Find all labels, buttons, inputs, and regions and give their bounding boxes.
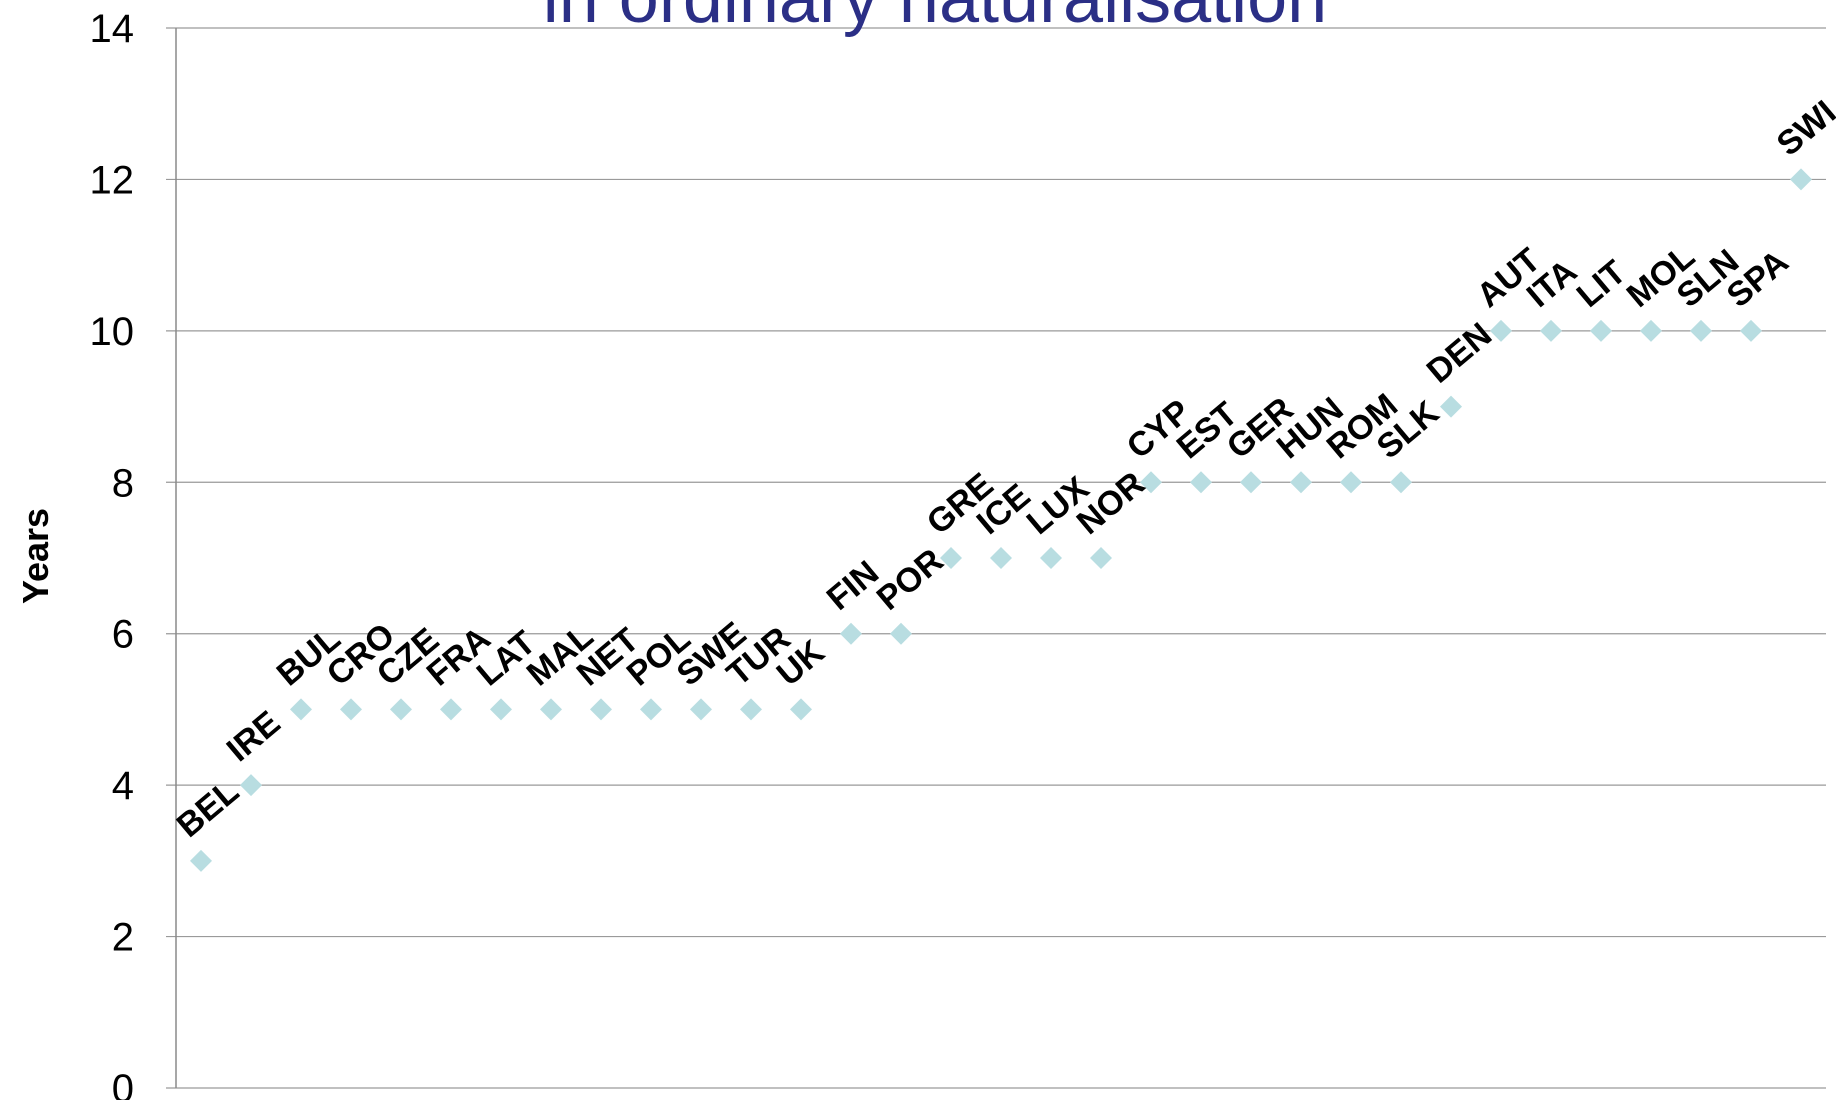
point-label-swi: SWI	[1770, 93, 1836, 163]
data-point-gre	[940, 547, 962, 569]
point-labels: BELIREBULCROCZEFRALATMALNETPOLSWETURUKFI…	[170, 93, 1836, 845]
y-tick-label: 10	[90, 310, 135, 354]
data-point-bul	[290, 698, 312, 721]
data-point-fin	[840, 622, 862, 645]
data-point-swi	[1790, 168, 1812, 191]
data-point-rom	[1340, 471, 1362, 494]
data-point-ice	[990, 547, 1012, 569]
y-tick-label: 6	[112, 613, 134, 657]
data-point-pol	[640, 698, 662, 721]
chart-title: in ordinary naturalisation	[543, 0, 1327, 38]
data-point-ger	[1240, 471, 1262, 494]
data-point-slk	[1390, 471, 1412, 494]
y-tick-label: 2	[112, 916, 134, 960]
data-point-lat	[490, 698, 512, 721]
data-point-ita	[1540, 319, 1562, 342]
data-point-tur	[740, 698, 762, 721]
data-point-den	[1440, 395, 1462, 418]
data-point-sln	[1690, 319, 1712, 342]
point-label-den: DEN	[1420, 315, 1499, 390]
data-point-fra	[440, 698, 462, 721]
y-tick-label: 0	[112, 1067, 134, 1100]
data-point-nor	[1090, 547, 1112, 569]
point-label-por: POR	[870, 541, 951, 617]
grid-lines	[166, 27, 1826, 1089]
y-tick-label: 8	[112, 461, 134, 505]
y-tick-label: 4	[112, 764, 134, 808]
data-point-cyp	[1140, 471, 1162, 494]
data-point-cro	[340, 698, 362, 721]
point-label-ire: IRE	[220, 704, 288, 770]
data-point-est	[1190, 471, 1212, 494]
data-point-lux	[1040, 547, 1062, 569]
data-point-net	[590, 698, 612, 721]
data-point-uk	[790, 698, 812, 721]
data-point-lit	[1590, 319, 1612, 342]
data-point-swe	[690, 698, 712, 721]
point-label-nor: NOR	[1070, 464, 1152, 542]
data-point-ire	[240, 774, 262, 797]
data-point-bel	[190, 849, 212, 872]
data-point-por	[890, 622, 912, 645]
data-point-aut	[1490, 319, 1512, 342]
y-tick-label: 14	[90, 7, 135, 51]
data-point-spa	[1740, 319, 1762, 342]
data-point-cze	[390, 698, 412, 721]
data-point-hun	[1290, 471, 1312, 494]
data-point-mol	[1640, 319, 1662, 342]
point-label-bel: BEL	[170, 772, 247, 845]
data-markers	[190, 168, 1812, 872]
data-point-mal	[540, 698, 562, 721]
y-tick-labels: 0 2 4 6 8 10 12 14	[90, 7, 135, 1100]
y-tick-label: 12	[90, 158, 135, 202]
y-axis-label: Years	[15, 508, 56, 604]
